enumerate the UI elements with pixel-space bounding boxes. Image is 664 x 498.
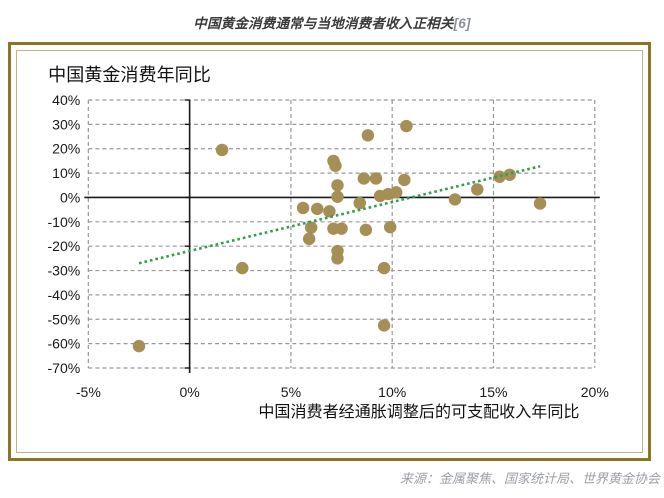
- x-tick-label: 0%: [179, 384, 199, 400]
- y-tick-label: -50%: [47, 311, 80, 327]
- data-point: [132, 339, 146, 353]
- data-point: [359, 223, 373, 237]
- data-point: [377, 319, 391, 332]
- chart-title: 中国黄金消费年同比: [48, 65, 211, 85]
- y-tick-label: 0%: [60, 189, 80, 205]
- x-tick-label: 20%: [581, 384, 609, 400]
- y-tick-label: -40%: [47, 287, 80, 303]
- data-point: [398, 173, 411, 187]
- figure-title-text: 中国黄金消费通常与当地消费者收入正相关: [193, 16, 454, 31]
- y-tick-label: 20%: [52, 141, 80, 157]
- data-point: [361, 129, 375, 142]
- data-point: [215, 143, 229, 157]
- x-tick-label: 10%: [378, 384, 406, 400]
- figure-title: 中国黄金消费通常与当地消费者收入正相关[6]: [0, 12, 664, 32]
- data-point: [471, 183, 484, 196]
- data-point: [369, 172, 383, 185]
- data-point: [323, 205, 336, 218]
- data-point: [335, 222, 348, 235]
- data-point: [383, 220, 397, 234]
- data-point: [302, 232, 316, 246]
- x-tick-label: -5%: [76, 384, 101, 400]
- x-axis-title: 中国消费者经通胀调整后的可支配收入年同比: [258, 403, 579, 421]
- y-tick-label: 10%: [52, 165, 80, 181]
- x-tick-label: 5%: [281, 384, 301, 400]
- x-tick-label: 15%: [479, 384, 507, 400]
- data-point: [493, 170, 506, 183]
- data-point: [304, 221, 318, 234]
- data-point: [377, 261, 391, 275]
- data-point: [331, 179, 344, 192]
- data-point: [353, 196, 367, 210]
- y-tick-label: -10%: [47, 214, 80, 230]
- data-point: [390, 186, 403, 199]
- footnote-ref: [6]: [453, 16, 471, 31]
- y-tick-label: -20%: [47, 238, 80, 254]
- y-tick-label: -60%: [47, 336, 80, 352]
- chart-frame: 40% 30% 20% 10% 0% -10% -20% -30% -40% -50% -60% -7…: [8, 42, 651, 461]
- data-point: [400, 119, 413, 133]
- data-point: [311, 202, 324, 216]
- data-point: [331, 252, 344, 265]
- data-point: [331, 190, 344, 203]
- scatter-chart: 40% 30% 20% 10% 0% -10% -20% -30% -40% -50% -60% -7…: [47, 65, 609, 421]
- data-point: [296, 201, 310, 215]
- source-attribution: 来源：金属聚焦、国家统计局、世界黄金协会: [399, 471, 660, 486]
- data-point: [236, 261, 249, 275]
- y-tick-label: 30%: [52, 116, 80, 132]
- chart-inner-frame: 40% 30% 20% 10% 0% -10% -20% -30% -40% -50% -60% -7…: [16, 50, 643, 453]
- data-point: [357, 172, 371, 185]
- data-point: [448, 193, 462, 206]
- data-point: [503, 168, 516, 181]
- y-tick-label: -70%: [47, 360, 80, 376]
- data-point: [329, 159, 342, 172]
- data-point: [533, 197, 547, 210]
- trendline: [138, 165, 541, 265]
- y-tick-label: -30%: [47, 263, 80, 279]
- y-tick-label: 40%: [52, 92, 80, 108]
